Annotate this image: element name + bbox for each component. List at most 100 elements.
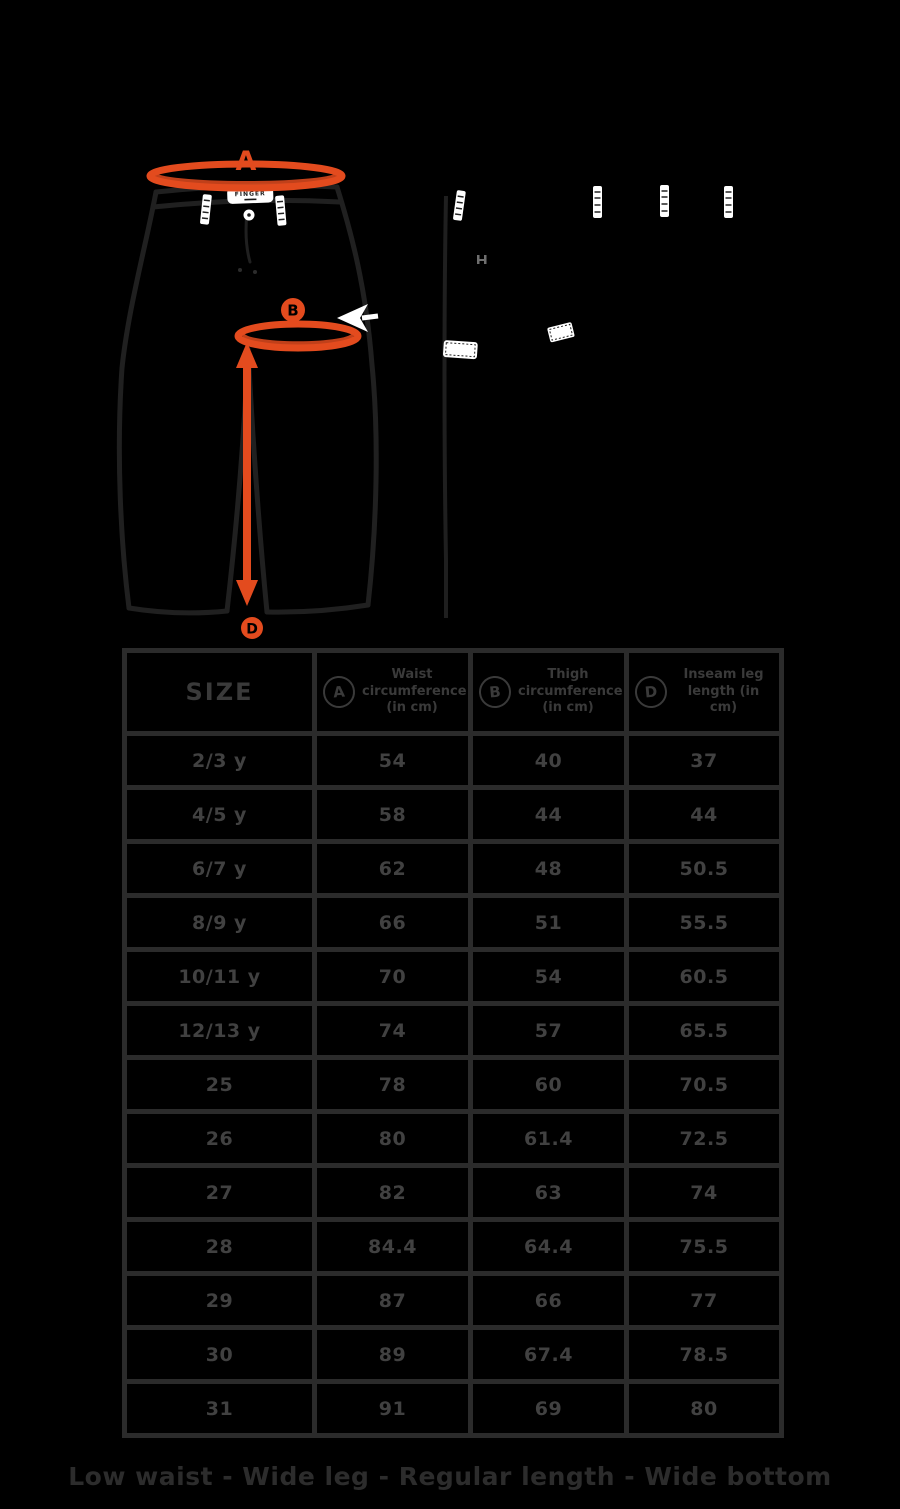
waist-badge-icon: A — [321, 674, 357, 710]
waist-cell: 62 — [312, 839, 473, 898]
thigh-badge-icon: B — [477, 674, 513, 710]
size-cell: 4/5 y — [122, 785, 317, 844]
thigh-cell: 60 — [468, 1055, 629, 1114]
waist-cell: 74 — [312, 1001, 473, 1060]
table-row: 10/11 y 70 54 60.5 — [122, 947, 784, 1006]
button — [243, 209, 255, 221]
back-patch — [443, 340, 478, 360]
waist-cell: 78 — [312, 1055, 473, 1114]
table-row: 27 82 63 74 — [122, 1163, 784, 1222]
waist-cell: 54 — [312, 731, 473, 790]
waist-cell: 91 — [312, 1379, 473, 1438]
inseam-label-badge: D — [241, 617, 263, 639]
back-seam-line — [442, 195, 448, 618]
brand-patch-subline — [244, 198, 257, 201]
rivet-dot — [238, 268, 242, 272]
table-row: 4/5 y 58 44 44 — [122, 785, 784, 844]
size-cell: 31 — [122, 1379, 317, 1438]
size-cell: 6/7 y — [122, 839, 317, 898]
table-row: 30 89 67.4 78.5 — [122, 1325, 784, 1384]
inseam-arrow — [236, 342, 258, 606]
thigh-label: B — [287, 302, 298, 320]
waist-cell: 58 — [312, 785, 473, 844]
inseam-cell: 75.5 — [624, 1217, 784, 1276]
pants-front-outline — [116, 182, 379, 616]
back-patch — [547, 322, 575, 343]
table-row: 29 87 66 77 — [122, 1271, 784, 1330]
size-cell: 25 — [122, 1055, 317, 1114]
thigh-cell: 63 — [468, 1163, 629, 1222]
brand-patch-label: FINGER — [235, 190, 266, 198]
thigh-cell: 66 — [468, 1271, 629, 1330]
inseam-cell: 37 — [624, 731, 784, 790]
belt-loop — [275, 195, 287, 226]
fit-description: Low waist - Wide leg - Regular length - … — [68, 1462, 832, 1491]
belt-loop — [453, 190, 466, 221]
waist-cell: 70 — [312, 947, 473, 1006]
belt-loop — [200, 194, 212, 225]
belt-loop — [724, 186, 733, 218]
size-cell: 2/3 y — [122, 731, 317, 790]
thigh-cell: 61.4 — [468, 1109, 629, 1168]
waist-cell: 66 — [312, 893, 473, 952]
waist-cell: 82 — [312, 1163, 473, 1222]
table-row: 2/3 y 54 40 37 — [122, 731, 784, 790]
table-row: 12/13 y 74 57 65.5 — [122, 1001, 784, 1060]
table-row: 26 80 61.4 72.5 — [122, 1109, 784, 1168]
table-row: 6/7 y 62 48 50.5 — [122, 839, 784, 898]
inseam-cell: 50.5 — [624, 839, 784, 898]
size-header: SIZE — [185, 678, 254, 706]
inseam-cell: 77 — [624, 1271, 784, 1330]
size-table: SIZE A Waist circumference (in cm) B Thi… — [122, 648, 784, 1438]
inseam-cell: 70.5 — [624, 1055, 784, 1114]
size-cell: 10/11 y — [122, 947, 317, 1006]
size-cell: 29 — [122, 1271, 317, 1330]
inseam-cell: 74 — [624, 1163, 784, 1222]
inseam-cell: 65.5 — [624, 1001, 784, 1060]
inseam-cell: 60.5 — [624, 947, 784, 1006]
rivet-dot — [253, 270, 257, 274]
inseam-cell: 78.5 — [624, 1325, 784, 1384]
size-cell: 12/13 y — [122, 1001, 317, 1060]
thigh-cell: 51 — [468, 893, 629, 952]
thigh-cell: 54 — [468, 947, 629, 1006]
brand-patch: FINGER — [227, 186, 274, 204]
size-cell: 27 — [122, 1163, 317, 1222]
waist-column-label: Waist circumference (in cm) — [362, 666, 467, 716]
size-cell: 26 — [122, 1109, 317, 1168]
inseam-cell: 80 — [624, 1379, 784, 1438]
table-header-row: SIZE A Waist circumference (in cm) B Thi… — [122, 648, 784, 736]
thigh-cell: 69 — [468, 1379, 629, 1438]
waist-cell: 87 — [312, 1271, 473, 1330]
thigh-cell: 48 — [468, 839, 629, 898]
cursor-arrow-icon — [337, 304, 379, 332]
belt-loop — [593, 186, 602, 218]
inseam-cell: 72.5 — [624, 1109, 784, 1168]
table-row: 28 84.4 64.4 75.5 — [122, 1217, 784, 1276]
waist-cell: 84.4 — [312, 1217, 473, 1276]
inseam-label: D — [246, 622, 258, 638]
thigh-cell: 67.4 — [468, 1325, 629, 1384]
thigh-measure-ellipse — [234, 320, 362, 352]
waist-cell: 89 — [312, 1325, 473, 1384]
inseam-badge-icon: D — [633, 674, 668, 710]
belt-loop — [660, 185, 669, 217]
waist-cell: 80 — [312, 1109, 473, 1168]
waist-label: A — [236, 146, 257, 177]
size-cell: 28 — [122, 1217, 317, 1276]
table-row: 25 78 60 70.5 — [122, 1055, 784, 1114]
table-row: 8/9 y 66 51 55.5 — [122, 893, 784, 952]
inseam-cell: 55.5 — [624, 893, 784, 952]
thigh-cell: 44 — [468, 785, 629, 844]
waist-measure-ellipse — [146, 160, 346, 192]
stitch-mark — [477, 255, 487, 264]
table-row: 31 91 69 80 — [122, 1379, 784, 1438]
thigh-cell: 57 — [468, 1001, 629, 1060]
inseam-column-label: Inseam leg length (in cm) — [683, 666, 764, 716]
thigh-label-badge: B — [281, 298, 305, 322]
size-cell: 30 — [122, 1325, 317, 1384]
thigh-column-label: Thigh circumference (in cm) — [518, 666, 623, 716]
size-cell: 8/9 y — [122, 893, 317, 952]
inseam-cell: 44 — [624, 785, 784, 844]
